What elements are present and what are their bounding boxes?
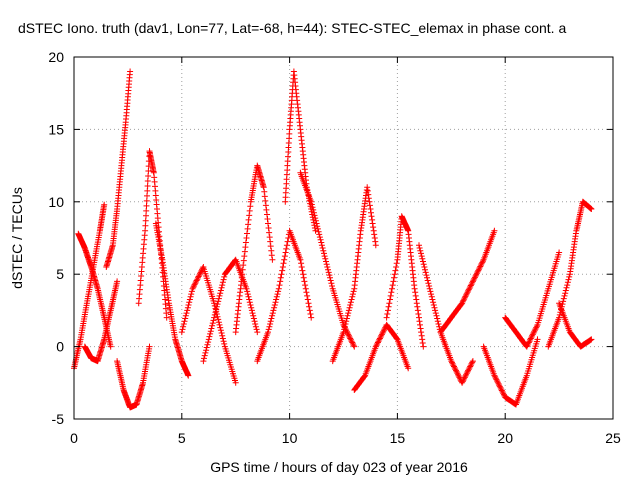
data-point-markers xyxy=(254,227,315,365)
x-axis-title: GPS time / hours of day 023 of year 2016 xyxy=(210,459,468,475)
x-tick-label: 25 xyxy=(605,430,621,446)
x-tick-label: 5 xyxy=(178,430,186,446)
x-tick-label: 0 xyxy=(70,430,78,446)
series-arc-04 xyxy=(103,68,134,270)
y-tick-label: 20 xyxy=(48,49,64,65)
data-point-markers xyxy=(178,264,239,386)
y-axis-title: dSTEC / TECUs xyxy=(9,187,25,289)
data-point-markers xyxy=(232,162,276,336)
x-axis-ticks: 0 5 10 15 20 25 xyxy=(70,57,621,446)
data-series-layer xyxy=(71,68,595,411)
series-arc-22 xyxy=(556,300,595,350)
series-arc-09 xyxy=(200,256,261,365)
x-tick-label: 20 xyxy=(497,430,513,446)
data-point-markers xyxy=(416,242,476,386)
series-arc-10 xyxy=(232,162,276,336)
data-point-markers xyxy=(556,300,595,350)
y-tick-label: 15 xyxy=(48,121,64,137)
series-arc-14 xyxy=(329,184,379,365)
data-point-markers xyxy=(135,148,170,321)
x-tick-label: 15 xyxy=(390,430,406,446)
data-point-markers xyxy=(329,184,379,365)
series-arc-07 xyxy=(152,220,192,379)
data-point-markers xyxy=(103,68,134,270)
series-arc-11 xyxy=(254,227,315,365)
y-tick-label: 5 xyxy=(56,266,64,282)
data-point-markers xyxy=(480,336,541,408)
data-point-markers xyxy=(351,321,412,393)
series-arc-05 xyxy=(114,343,153,411)
chart-title: dSTEC Iono. truth (dav1, Lon=77, Lat=-68… xyxy=(18,20,566,36)
data-point-markers xyxy=(383,213,427,350)
y-tick-label: -5 xyxy=(52,411,65,427)
series-arc-08 xyxy=(178,264,239,386)
series-arc-18 xyxy=(437,227,498,336)
series-arc-06 xyxy=(135,148,170,321)
series-arc-20 xyxy=(502,249,563,350)
y-axis-ticks: -5 0 5 10 15 20 xyxy=(48,49,613,427)
y-tick-label: 10 xyxy=(48,194,64,210)
plot-frame xyxy=(73,56,614,420)
data-point-markers xyxy=(502,249,563,350)
series-arc-17 xyxy=(416,242,476,386)
series-arc-19 xyxy=(480,336,541,408)
data-point-markers xyxy=(81,278,121,365)
data-point-markers xyxy=(114,343,153,411)
data-point-markers xyxy=(152,220,192,379)
data-point-markers xyxy=(437,227,498,336)
x-tick-label: 10 xyxy=(282,430,298,446)
data-point-markers xyxy=(200,256,261,365)
data-point-markers xyxy=(297,169,358,350)
y-tick-label: 0 xyxy=(56,339,64,355)
series-arc-03 xyxy=(81,278,121,365)
series-arc-15 xyxy=(351,321,412,393)
series-arc-16 xyxy=(383,213,427,350)
series-arc-13 xyxy=(297,169,358,350)
